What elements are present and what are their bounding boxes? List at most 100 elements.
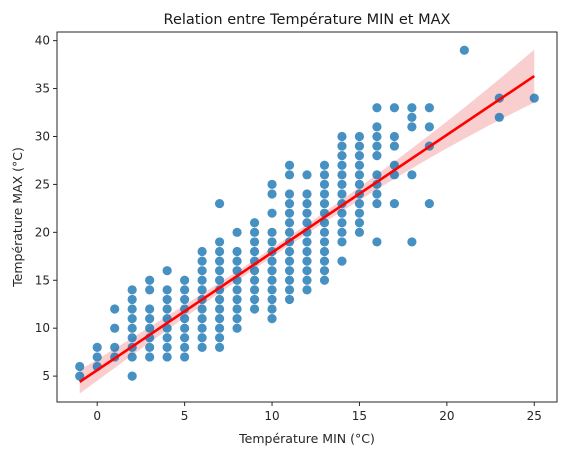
scatter-point [267,275,277,285]
scatter-point [145,275,155,285]
scatter-point [284,160,295,170]
scatter-point [127,304,137,314]
scatter-point [232,304,242,314]
scatter-point [249,218,260,228]
scatter-point [284,275,295,285]
scatter-point [92,342,102,352]
confidence-band [79,49,535,394]
scatter-point [197,256,207,266]
scatter-point [162,266,172,276]
scatter-point [232,256,242,266]
scatter-point [127,314,137,324]
scatter-point [214,256,225,266]
plot-area [75,45,539,394]
scatter-point [197,246,207,257]
scatter-point [337,237,347,247]
scatter-point [302,237,312,247]
scatter-point [372,103,382,113]
scatter-point [407,112,417,122]
scatter-point [302,266,312,276]
scatter-point [284,227,295,237]
scatter-point [197,275,207,285]
scatter-point [267,208,277,218]
y-tick-label: 25 [35,177,50,191]
scatter-point [232,285,242,295]
x-tick-label: 25 [527,409,542,423]
scatter-point [249,294,260,305]
scatter-point [389,103,400,113]
scatter-point [372,141,382,151]
scatter-point [407,103,417,113]
scatter-point [337,160,347,170]
scatter-point [372,198,382,209]
scatter-point [372,122,382,132]
scatter-point [354,227,365,237]
scatter-point [319,227,330,237]
scatter-point [127,333,137,343]
scatter-point [494,112,504,122]
scatter-point [302,170,312,180]
scatter-point [319,266,330,276]
scatter-point [162,294,172,305]
scatter-point [354,179,365,190]
scatter-point [354,131,365,142]
scatter-point [249,275,260,285]
scatter-point [214,333,225,343]
scatter-point [267,304,277,314]
scatter-point [302,275,312,285]
scatter-point [110,304,120,314]
scatter-point [162,352,172,362]
scatter-point [267,285,277,295]
scatter-point [424,103,434,113]
scatter-point [319,246,330,257]
scatter-point [197,304,207,314]
scatter-point [214,198,225,209]
scatter-point [214,323,225,333]
scatter-point [319,189,330,199]
scatter-point [249,237,260,247]
scatter-point [232,323,242,333]
scatter-point [319,160,330,170]
scatter-point [180,352,190,362]
scatter-point [372,131,382,142]
scatter-point [180,285,190,295]
scatter-point [354,218,365,228]
scatter-point [302,218,312,228]
scatter-point [337,170,347,180]
y-tick-label: 35 [35,82,50,96]
scatter-point [407,237,417,247]
x-tick-label: 20 [439,409,454,423]
y-tick-label: 10 [35,321,50,335]
scatter-point [162,304,172,314]
scatter-point [110,323,120,333]
scatter-point [302,198,312,209]
scatter-point [267,294,277,305]
scatter-point [424,122,434,132]
scatter-point [145,352,155,362]
scatter-point [232,227,242,237]
scatter-point [214,294,225,305]
scatter-point [267,179,277,190]
scatter-point [319,170,330,180]
scatter-point [407,170,417,180]
scatter-point [284,256,295,266]
scatter-point [284,246,295,257]
scatter-point [337,151,347,161]
scatter-point [232,314,242,324]
scatter-point [459,45,469,55]
y-tick-label: 30 [35,129,50,143]
x-tick-label: 15 [352,409,367,423]
scatter-point [249,266,260,276]
scatter-point [337,131,347,142]
scatter-point [354,170,365,180]
scatter-point [162,342,172,352]
scatter-point [127,371,137,381]
scatter-point [267,256,277,266]
scatter-point [197,333,207,343]
scatter-point [249,227,260,237]
scatter-point [407,122,417,132]
scatter-point [180,314,190,324]
scatter-point [389,141,400,151]
y-tick-label: 15 [35,273,50,287]
